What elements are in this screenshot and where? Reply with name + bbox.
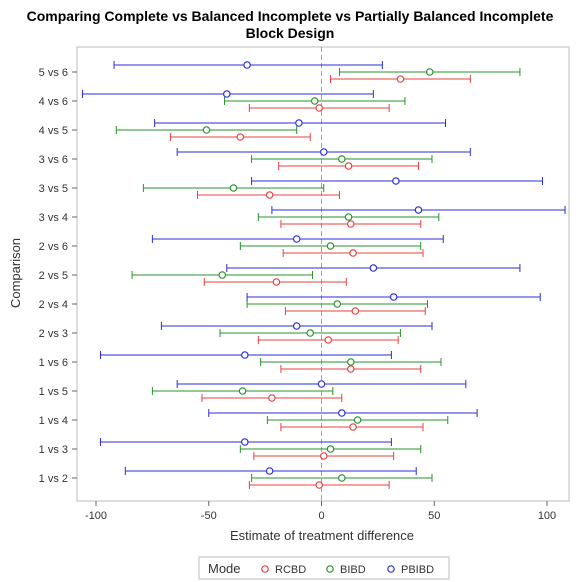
estimate-point <box>292 235 301 243</box>
estimate-point <box>326 445 335 453</box>
estimate-point <box>347 358 355 366</box>
estimate-point <box>202 126 211 134</box>
estimate-point <box>238 387 247 395</box>
estimate-point <box>310 97 319 105</box>
y-tick-label: 3 vs 5 <box>39 183 68 195</box>
y-tick-label: 1 vs 6 <box>39 357 68 369</box>
estimate-point <box>414 206 423 214</box>
estimate-point <box>337 155 346 163</box>
estimate-point <box>272 278 281 286</box>
estimate-point <box>218 271 227 279</box>
estimate-point <box>292 322 301 330</box>
estimate-point <box>295 119 303 127</box>
y-axis-label: Comparison <box>8 238 23 308</box>
x-axis-label: Estimate of treatment difference <box>230 528 414 543</box>
x-tick-label: 100 <box>538 510 556 522</box>
legend-marker-pbibd <box>387 565 395 573</box>
estimate-point <box>229 184 238 192</box>
estimate-point <box>344 162 353 170</box>
estimate-point <box>326 242 335 250</box>
series-rcbd <box>169 75 471 489</box>
estimate-point <box>349 423 357 431</box>
estimate-point <box>241 351 249 359</box>
legend-label-bibd: BIBD <box>340 564 366 576</box>
estimate-point <box>319 452 328 460</box>
x-tick-label: 0 <box>318 510 324 522</box>
estimate-point <box>324 336 333 344</box>
x-tick-label: -50 <box>201 510 217 522</box>
estimate-point <box>319 148 328 156</box>
estimate-point <box>369 264 378 272</box>
estimate-point <box>337 474 346 482</box>
legend-label-pbibd: PBIBD <box>401 564 434 576</box>
series-pbibd <box>81 61 566 475</box>
estimate-point <box>337 409 346 417</box>
estimate-point <box>351 307 360 315</box>
estimate-point <box>315 104 324 112</box>
estimate-point <box>222 90 231 98</box>
estimate-point <box>241 438 249 446</box>
y-tick-label: 4 vs 5 <box>39 125 68 137</box>
y-tick-label: 1 vs 4 <box>39 415 68 427</box>
estimate-point <box>347 220 355 228</box>
estimate-point <box>315 481 324 489</box>
legend-title: Mode <box>208 561 241 576</box>
estimate-point <box>236 133 245 141</box>
legend-frame <box>198 556 450 580</box>
plot-area <box>76 46 570 502</box>
chart-title-line-1: Comparing Complete vs Balanced Incomplet… <box>27 8 554 24</box>
y-tick-label: 4 vs 6 <box>39 96 68 108</box>
legend: Mode RCBD BIBD PBIBD <box>198 556 450 580</box>
y-tick-label: 1 vs 2 <box>39 473 68 485</box>
estimate-point <box>317 380 326 388</box>
estimate-point <box>333 300 342 308</box>
estimate-point <box>265 467 274 475</box>
estimate-point <box>425 68 434 76</box>
y-tick-label: 2 vs 3 <box>39 328 68 340</box>
estimate-point <box>268 394 276 402</box>
legend-marker-rcbd <box>261 565 269 573</box>
estimate-point <box>265 191 274 199</box>
series-bibd <box>115 68 521 482</box>
chart-title-line-2: Block Design <box>246 25 335 41</box>
y-tick-label: 3 vs 6 <box>39 154 68 166</box>
estimate-point <box>344 213 353 221</box>
estimate-point <box>349 249 357 257</box>
estimate-point <box>243 61 251 69</box>
legend-label-rcbd: RCBD <box>275 564 306 576</box>
x-tick-label: -100 <box>85 510 107 522</box>
y-tick-label: 2 vs 6 <box>39 241 68 253</box>
estimate-point <box>396 75 405 83</box>
y-tick-label: 1 vs 3 <box>39 444 68 456</box>
y-tick-label: 5 vs 6 <box>39 67 68 79</box>
y-tick-label: 2 vs 5 <box>39 270 68 282</box>
estimate-point <box>389 293 398 301</box>
estimate-point <box>392 177 400 185</box>
x-tick-label: 50 <box>428 510 440 522</box>
estimate-point <box>353 416 362 424</box>
estimate-point <box>347 365 355 373</box>
y-tick-label: 2 vs 4 <box>39 299 68 311</box>
estimate-point <box>306 329 315 337</box>
y-tick-label: 3 vs 4 <box>39 212 68 224</box>
legend-marker-bibd <box>326 565 334 573</box>
y-tick-label: 1 vs 5 <box>39 386 68 398</box>
